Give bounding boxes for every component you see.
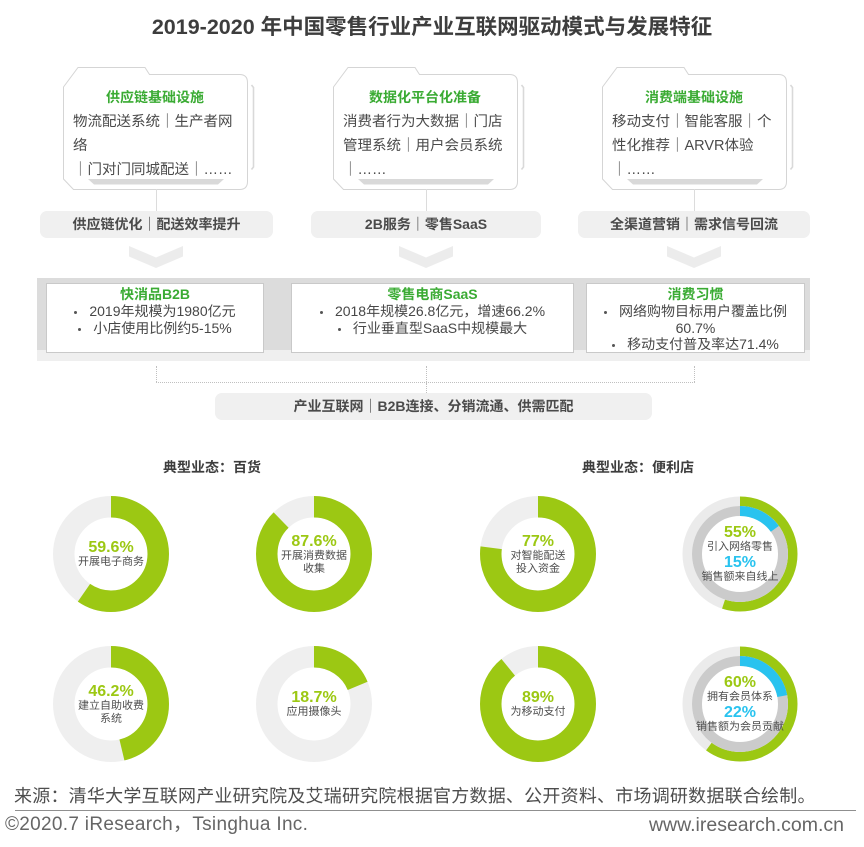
svg-text:供应链基础设施: 供应链基础设施 (106, 89, 204, 105)
svg-text:数据化平台化准备: 数据化平台化准备 (369, 89, 481, 105)
svg-text:消费端基础设施: 消费端基础设施 (645, 89, 743, 105)
